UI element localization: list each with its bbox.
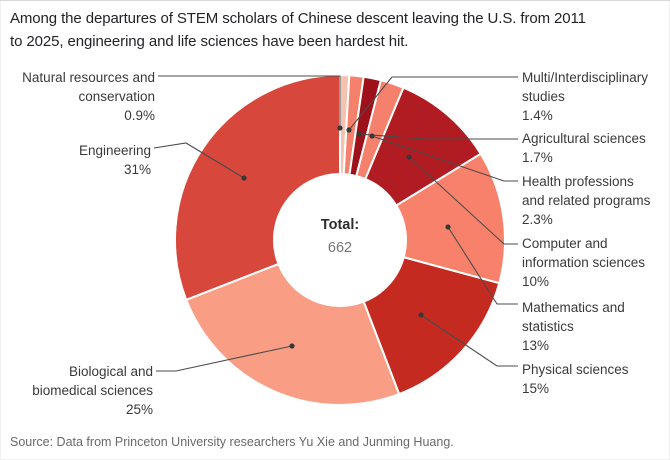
leader-line-computer-information-sciences [408,156,518,245]
chart-title-line-1: Among the departures of STEM scholars of… [10,10,586,27]
leader-dot-biological-biomedical-sciences [289,343,295,349]
leader-dot-health-professions [369,133,375,139]
label-natural-resources-conservation: Natural resources and conservation 0.9% [22,70,155,123]
donut-center-label: Total: 662 [321,217,359,257]
leader-line-mathematics-statistics [447,226,518,305]
label-mathematics-statistics: Mathematics and statistics 13% [522,300,625,353]
label-agricultural-sciences: Agricultural sciences 1.7% [522,131,646,165]
total-label: Total: [320,217,360,233]
leader-dot-multi-interdisciplinary-studies [346,127,352,133]
segment-biological-biomedical-sciences [185,262,401,406]
leader-line-multi-interdisciplinary-studies [348,76,518,131]
label-computer-information-sciences: Computer and information sciences 10% [522,236,646,289]
leader-line-agricultural-sciences [358,133,518,140]
segment-engineering [174,74,341,301]
label-physical-sciences: Physical sciences 15% [522,362,629,396]
leader-line-engineering [153,142,245,179]
label-multi-interdisciplinary-studies: Multi/Interdisciplinary studies 1.4% [522,70,649,123]
total-value: 662 [327,240,353,256]
chart-title: Among the departures of STEM scholars of… [10,7,665,53]
leader-line-physical-sciences [420,314,518,367]
leader-dot-engineering [241,175,247,181]
leader-dot-computer-information-sciences [406,154,412,160]
leader-dot-physical-sciences [418,312,424,318]
leader-dot-natural-resources-conservation [337,125,343,131]
label-health-professions: Health professions and related programs 2.… [522,174,651,227]
leader-line-natural-resources-conservation [158,75,341,128]
segment-mathematics-statistics [395,152,506,285]
chart-title-line-2: to 2025, engineering and life sciences h… [10,33,409,50]
leader-line-biological-biomedical-sciences [156,345,293,372]
leader-dot-agricultural-sciences [356,131,362,137]
leader-dot-mathematics-statistics [445,224,451,230]
segment-physical-sciences [362,256,501,396]
label-engineering: Engineering 31% [78,143,151,177]
source-note: Source: Data from Princeton University r… [10,435,454,449]
leader-line-health-professions [371,135,518,182]
label-biological-biomedical-sciences: Biological and biomedical sciences 25% [32,364,153,417]
